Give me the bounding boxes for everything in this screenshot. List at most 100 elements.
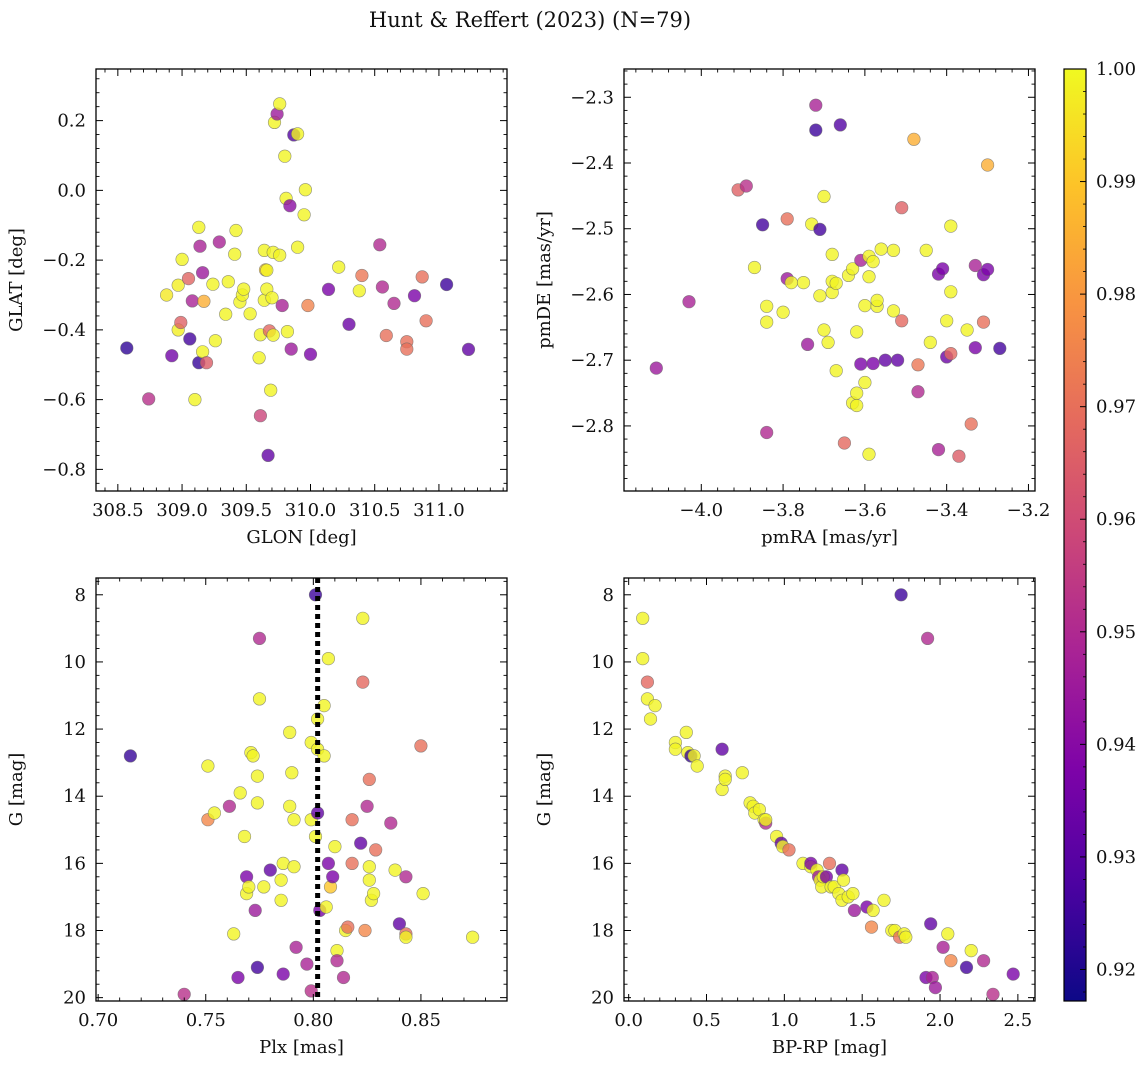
scatter-point xyxy=(289,940,303,954)
scatter-point xyxy=(237,829,252,844)
scatter-point xyxy=(784,276,798,290)
x-tick-label: 2.0 xyxy=(926,1010,955,1031)
scatter-point xyxy=(263,863,277,877)
scatter-point xyxy=(355,268,369,283)
scatter-point xyxy=(976,315,991,329)
y-tick-label: −0.4 xyxy=(42,320,86,341)
scatter-point xyxy=(931,443,946,457)
scatter-point xyxy=(760,315,774,329)
scatter-point xyxy=(960,323,974,337)
scatter-point xyxy=(358,923,372,938)
scatter-point xyxy=(964,943,978,958)
scatter-point xyxy=(837,436,852,450)
x-tick-label: 308.5 xyxy=(92,500,144,521)
scatter-point xyxy=(345,856,359,871)
scatter-point xyxy=(197,294,211,308)
x-tick-label: 311.0 xyxy=(413,500,465,521)
scatter-point xyxy=(980,262,995,277)
scatter-point xyxy=(739,179,753,193)
scatter-point xyxy=(940,314,954,328)
scatter-point xyxy=(341,920,355,934)
scatter-point xyxy=(817,189,831,204)
scatter-point xyxy=(776,305,790,319)
scatter-point xyxy=(356,675,370,689)
y-tick-label: 0.2 xyxy=(57,111,86,132)
scatter-point xyxy=(274,873,288,887)
scatter-point xyxy=(924,917,938,931)
scatter-point xyxy=(250,796,264,810)
scatter-point xyxy=(759,813,773,827)
scatter-point xyxy=(836,873,851,887)
x-tick-label: −3.6 xyxy=(843,500,887,521)
scatter-points xyxy=(120,97,476,463)
scatter-point xyxy=(817,323,831,337)
scatter-point xyxy=(952,449,966,463)
scatter-point xyxy=(643,712,658,726)
y-tick-label: −0.8 xyxy=(42,459,86,480)
scatter-point xyxy=(392,917,407,931)
scatter-point xyxy=(250,960,264,975)
scatter-point xyxy=(640,675,655,689)
scatter-point xyxy=(287,860,301,874)
y-axis-label: G [mag] xyxy=(534,753,555,826)
scatter-point xyxy=(461,342,476,357)
scatter-point xyxy=(237,282,251,296)
colorbar-tick-label: 0.92 xyxy=(1096,959,1136,980)
y-tick-label: 12 xyxy=(591,719,614,740)
x-tick-label: 0.0 xyxy=(614,1010,643,1031)
y-tick-label: −2.3 xyxy=(570,87,614,108)
scatter-point xyxy=(813,222,827,236)
scatter-point xyxy=(336,970,351,985)
x-tick-label: 0.80 xyxy=(293,1010,333,1031)
scatter-point xyxy=(899,930,913,944)
scatter-point xyxy=(283,725,297,740)
y-axis-label: G [mag] xyxy=(6,753,27,826)
scatter-point xyxy=(944,954,958,968)
scatter-point xyxy=(206,277,220,291)
scatter-point xyxy=(715,742,729,756)
scatter-point xyxy=(298,183,313,197)
scatter-point xyxy=(222,799,236,813)
scatter-point xyxy=(387,296,401,311)
scatter-point xyxy=(188,393,202,407)
scatter-point xyxy=(760,425,774,440)
x-axis-label: GLON [deg] xyxy=(246,527,356,548)
scatter-point xyxy=(858,299,872,313)
x-axis-label: Plx [mas] xyxy=(259,1037,344,1058)
scatter-point xyxy=(321,856,336,871)
scatter-point xyxy=(800,337,815,352)
scatter-point xyxy=(809,98,823,112)
scatter-point xyxy=(920,631,935,646)
y-tick-label: −2.7 xyxy=(570,350,614,371)
scatter-point xyxy=(440,277,454,292)
scatter-point xyxy=(980,158,995,172)
scatter-point xyxy=(219,307,233,321)
scatter-point xyxy=(321,651,336,666)
y-tick-label: 0.0 xyxy=(57,180,86,201)
scatter-point xyxy=(356,611,370,625)
scatter-point xyxy=(822,856,837,871)
scatter-point xyxy=(142,392,156,406)
y-tick-label: −0.2 xyxy=(42,250,86,271)
x-tick-label: 0.85 xyxy=(401,1010,441,1031)
scatter-point xyxy=(829,364,843,378)
colorbar-tick-label: 1.00 xyxy=(1096,59,1136,80)
scatter-point xyxy=(944,219,958,233)
scatter-point xyxy=(649,361,663,375)
y-axis-label: pmDE [mas/yr] xyxy=(534,211,555,349)
colorbar-gradient xyxy=(1063,68,1087,1002)
scatter-point xyxy=(923,335,937,350)
scatter-point xyxy=(747,260,762,275)
scatter-point xyxy=(968,341,982,355)
scatter-point xyxy=(928,980,943,995)
y-tick-label: −0.6 xyxy=(42,390,86,411)
x-axis-label: pmRA [mas/yr] xyxy=(761,527,898,548)
colorbar: 0.92 0.93 0.94 0.95 0.96 0.97 0.98 0.99 1.00 xyxy=(1063,59,1136,1002)
scatter-point xyxy=(866,903,880,918)
scatter-point xyxy=(760,299,774,313)
scatter-point xyxy=(250,769,264,783)
scatter-point xyxy=(878,353,892,367)
scatter-point xyxy=(123,749,137,763)
axes-frame xyxy=(623,577,1036,1002)
y-tick-label: 18 xyxy=(591,921,614,942)
